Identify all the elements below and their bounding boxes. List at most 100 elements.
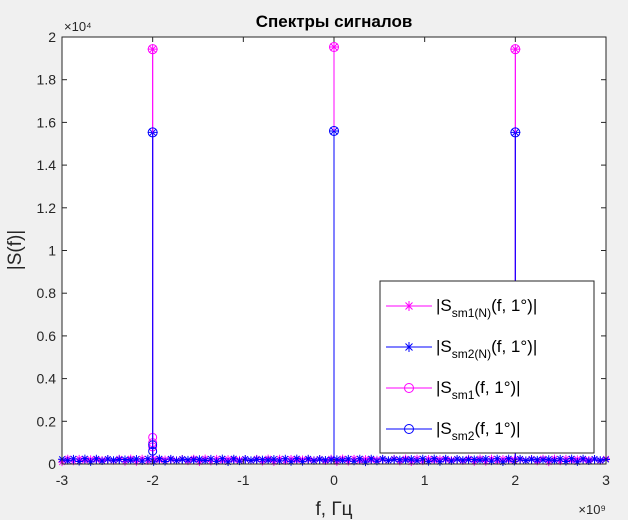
x-tick-label: 1 xyxy=(421,472,429,488)
noise-point xyxy=(521,456,530,465)
y-tick-label: 0.6 xyxy=(37,328,57,344)
x-axis-label: f, Гц xyxy=(315,499,352,520)
y-tick-label: 0 xyxy=(48,456,56,472)
minor-point xyxy=(148,446,158,456)
legend: |Ssm1(N)(f, 1°)| |Ssm2(N)(f, 1°)| |Ssm1(f,… xyxy=(379,280,595,454)
noise-point xyxy=(201,456,210,465)
noise-point xyxy=(218,454,227,463)
legend-entry: |Ssm2(f, 1°)| xyxy=(436,419,521,443)
noise-point xyxy=(275,456,284,465)
noise-point xyxy=(510,457,519,466)
noise-point xyxy=(395,455,404,464)
noise-point xyxy=(126,456,135,465)
noise-point xyxy=(63,456,72,465)
legend-marker xyxy=(404,342,414,352)
noise-point xyxy=(281,454,290,463)
noise-point xyxy=(195,455,204,464)
noise-point xyxy=(132,455,141,464)
minor-point xyxy=(148,440,158,450)
noise-point xyxy=(493,454,502,463)
noise-point xyxy=(556,454,565,463)
noise-point xyxy=(246,456,255,465)
noise-point xyxy=(69,454,78,463)
noise-point xyxy=(418,454,427,463)
noise-point xyxy=(103,455,112,464)
y-tick-label: 0.8 xyxy=(37,285,57,301)
x-tick-label: 0 xyxy=(330,472,338,488)
noise-point xyxy=(241,454,250,463)
legend-box xyxy=(379,280,595,454)
noise-point xyxy=(292,454,301,463)
noise-point xyxy=(161,457,170,466)
noise-point xyxy=(435,457,444,466)
noise-point xyxy=(539,455,548,464)
noise-point xyxy=(98,456,107,465)
y-tick-label: 1.8 xyxy=(37,72,57,88)
y-tick-label: 1.6 xyxy=(37,114,57,130)
noise-point xyxy=(155,454,164,463)
x-tick-label: -1 xyxy=(237,472,250,488)
noise-point xyxy=(384,456,393,465)
y-axis-label: |S(f)| xyxy=(5,230,26,270)
noise-point xyxy=(75,457,84,466)
stem-point xyxy=(329,125,339,136)
legend-entry: |Ssm1(N)(f, 1°)| xyxy=(436,296,537,320)
noise-point xyxy=(138,456,147,465)
noise-point xyxy=(447,456,456,465)
noise-point xyxy=(264,456,273,465)
y-tick-label: 2 xyxy=(48,29,56,45)
noise-point xyxy=(579,454,588,463)
noise-point xyxy=(533,455,542,464)
noise-point xyxy=(183,455,192,464)
noise-point xyxy=(355,454,364,463)
y-tick-label: 0.4 xyxy=(37,371,57,387)
noise-point xyxy=(332,455,341,464)
noise-point xyxy=(189,455,198,464)
stem-point xyxy=(329,42,339,53)
chart-title: Спектры сигналов xyxy=(256,12,413,31)
stem-point xyxy=(147,127,158,138)
noise-point xyxy=(92,454,101,463)
noise-point xyxy=(252,455,261,464)
series-layer xyxy=(58,42,610,467)
noise-floor-2 xyxy=(58,454,610,467)
noise-point xyxy=(224,458,233,467)
y-tick-label: 1.2 xyxy=(37,200,57,216)
y-tick-label: 0.2 xyxy=(37,413,57,429)
noise-point xyxy=(441,454,450,463)
noise-point xyxy=(149,457,158,466)
noise-point xyxy=(413,456,422,465)
noise-point xyxy=(498,457,507,466)
noise-point xyxy=(258,455,267,464)
y-tick-label: 1.4 xyxy=(37,157,57,173)
noise-point xyxy=(350,457,359,466)
noise-point xyxy=(304,454,313,463)
noise-point xyxy=(80,454,89,463)
noise-point xyxy=(235,457,244,466)
noise-point xyxy=(321,456,330,465)
noise-point xyxy=(327,455,336,464)
x-exponent-label: ×10⁹ xyxy=(578,502,606,517)
stem-point xyxy=(510,127,521,138)
legend-marker xyxy=(404,301,414,311)
noise-point xyxy=(544,455,553,464)
noise-point xyxy=(269,455,278,464)
y-tick-label: 1 xyxy=(48,243,56,259)
legend-entry: |Ssm1(f, 1°)| xyxy=(436,378,521,402)
legend-entry: |Ssm2(N)(f, 1°)| xyxy=(436,337,537,361)
ticks-layer: -3 -2 -1 0 1 2 3 0 0.2 0.4 0.6 0.8 1 1.2 1.4 1.6 1.8 2 xyxy=(37,29,611,488)
noise-point xyxy=(166,454,175,463)
noise-point xyxy=(464,455,473,464)
noise-point xyxy=(470,455,479,464)
noise-point xyxy=(229,454,238,463)
noise-point xyxy=(481,454,490,463)
noise-point xyxy=(86,457,95,466)
noise-point xyxy=(338,456,347,465)
noise-point xyxy=(172,456,181,465)
noise-point xyxy=(344,454,353,463)
noise-point xyxy=(476,456,485,465)
noise-point xyxy=(550,456,559,465)
noise-point xyxy=(143,454,152,463)
noise-point xyxy=(430,454,439,463)
